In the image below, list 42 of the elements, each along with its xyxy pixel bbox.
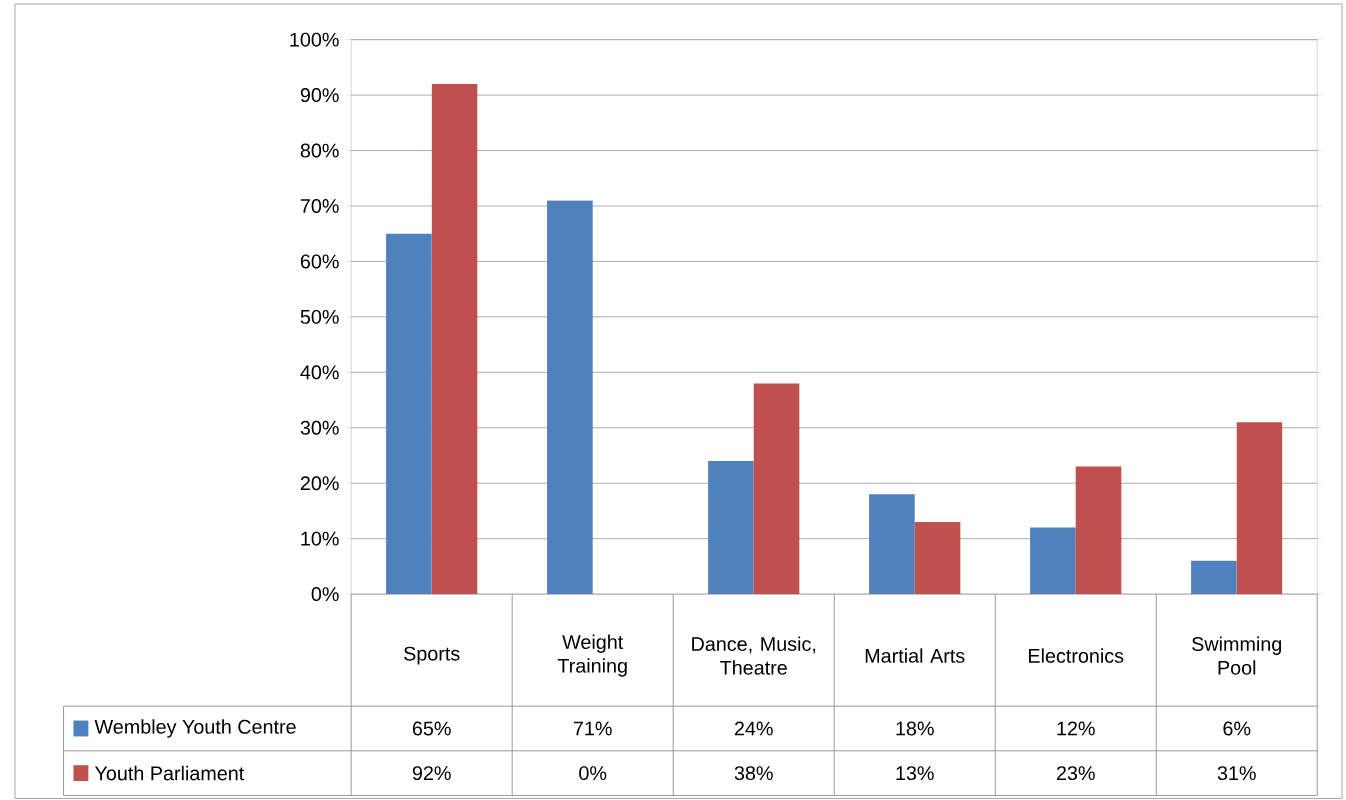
y-tick-label: 20% xyxy=(300,476,339,490)
bar xyxy=(1191,560,1237,594)
bar xyxy=(1236,422,1283,594)
y-tick-label: 80% xyxy=(300,143,339,158)
data-label: 38% xyxy=(734,765,773,780)
bar xyxy=(1030,527,1076,594)
y-tick-label: 50% xyxy=(300,309,339,324)
bar xyxy=(869,494,915,594)
bar xyxy=(386,233,432,594)
bar xyxy=(431,83,478,594)
data-label: 71% xyxy=(573,721,612,736)
y-tick-label: 30% xyxy=(300,420,339,435)
y-tick-label: 60% xyxy=(300,254,339,269)
data-label: 6% xyxy=(1223,721,1251,736)
bar xyxy=(1075,466,1122,594)
data-label: 24% xyxy=(734,721,773,736)
y-tick-label: 40% xyxy=(300,365,339,380)
x-tick-label: Weight Training xyxy=(557,634,627,677)
y-tick-label: 100% xyxy=(290,32,339,47)
x-tick-label: Electronics xyxy=(1029,648,1124,663)
legend-label: Wembley Youth Centre xyxy=(94,719,296,738)
data-label: 31% xyxy=(1217,765,1256,780)
x-tick-label: Sports xyxy=(404,646,460,665)
x-tick-label: Dance, Music, Theatre xyxy=(692,636,816,675)
data-label: 92% xyxy=(412,765,451,780)
bar xyxy=(547,200,593,594)
bar xyxy=(753,383,800,594)
y-tick-label: 0% xyxy=(311,586,339,601)
y-tick-label: 90% xyxy=(300,87,339,102)
data-label: 65% xyxy=(412,721,451,736)
x-tick-label: Martial Arts xyxy=(865,648,965,663)
bar xyxy=(708,460,754,594)
data-label: 23% xyxy=(1056,765,1095,780)
x-tick-label: Swimming Pool xyxy=(1192,636,1282,675)
data-label: 18% xyxy=(896,721,934,736)
data-label: 12% xyxy=(1057,721,1095,736)
y-tick-label: 70% xyxy=(300,198,339,213)
data-label: 0% xyxy=(579,765,607,780)
bar xyxy=(914,521,961,594)
y-tick-label: 10% xyxy=(301,531,339,546)
legend-label: Youth Parliament xyxy=(94,765,245,781)
data-label: 13% xyxy=(896,765,934,780)
